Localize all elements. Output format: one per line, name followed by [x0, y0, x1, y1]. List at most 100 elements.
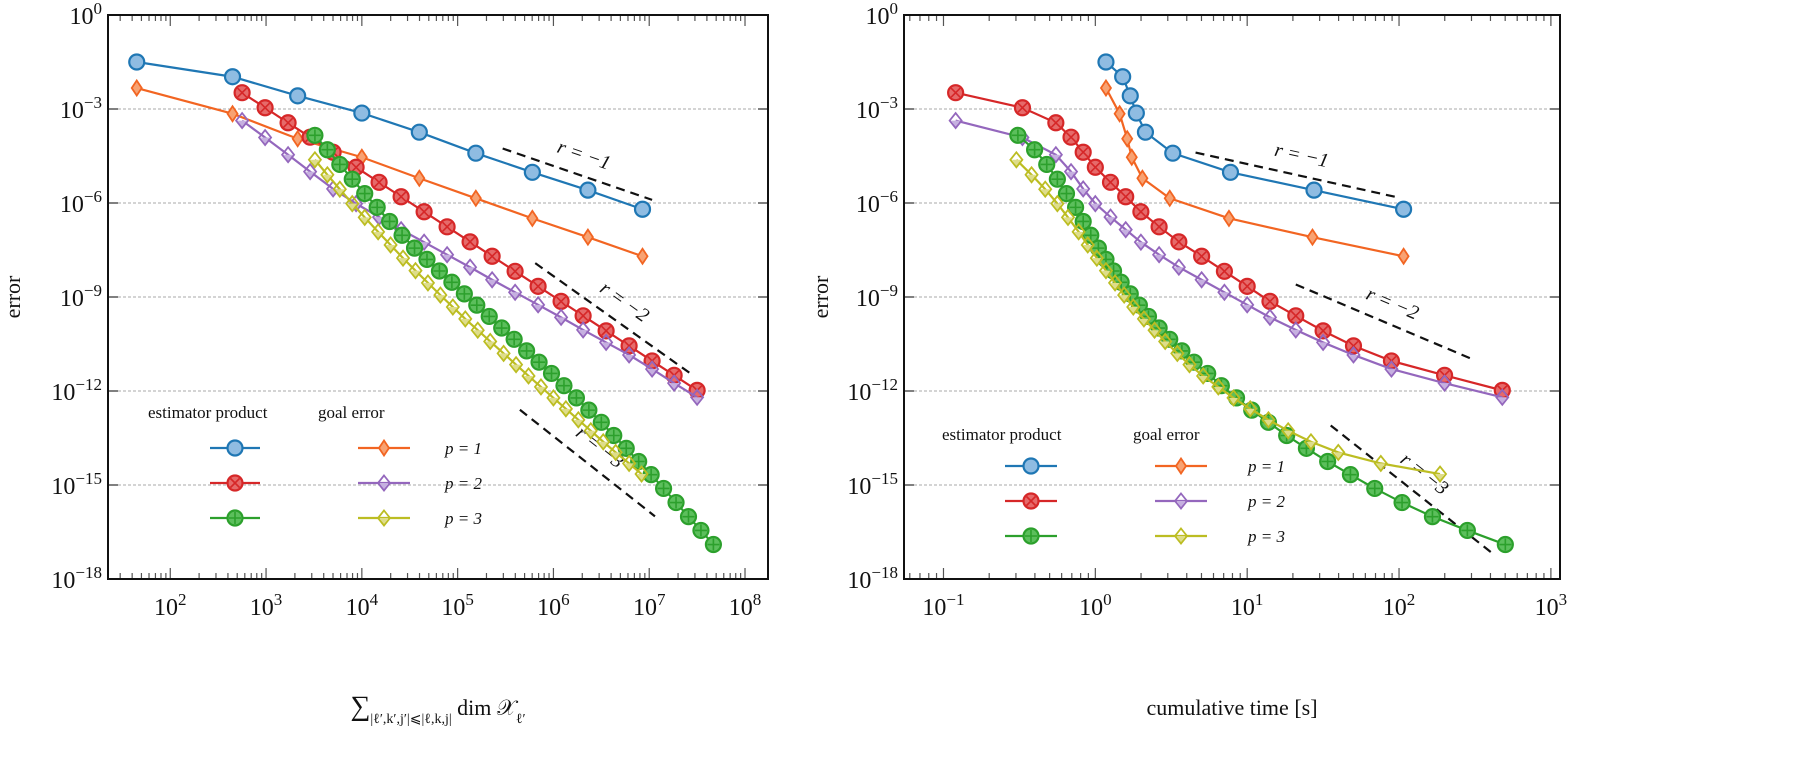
data-point [546, 388, 561, 407]
marker-diamond [1222, 209, 1236, 228]
marker-diamond [332, 180, 347, 199]
marker-diamond-half [410, 270, 420, 278]
data-point [1099, 78, 1113, 98]
marker-plus [1321, 455, 1334, 468]
data-point [433, 286, 448, 305]
marker-cross [1090, 162, 1101, 173]
data-point [1319, 452, 1337, 471]
data-point [1132, 203, 1150, 221]
marker-diamond [1195, 367, 1211, 385]
data-point [1226, 388, 1241, 407]
data-point [1103, 208, 1118, 227]
data-point [458, 309, 473, 328]
data-point [289, 87, 307, 105]
marker-cross [1065, 132, 1077, 143]
marker-cross [465, 236, 476, 247]
marker-diamond-half [1136, 242, 1146, 249]
data-point [395, 249, 411, 268]
marker-cross [601, 325, 612, 336]
data-point [1125, 148, 1138, 167]
data-point [1397, 247, 1410, 266]
marker-diamond [420, 273, 436, 292]
data-point [1164, 144, 1182, 162]
data-point [533, 377, 549, 396]
marker-diamond [496, 344, 511, 363]
marker-plus [396, 229, 409, 242]
marker-cross [1105, 177, 1116, 188]
marker-diamond [376, 509, 392, 527]
marker-plus [1344, 468, 1357, 481]
data-point [596, 432, 611, 451]
marker-diamond-half [1386, 369, 1396, 376]
marker-diamond [383, 236, 398, 254]
marker-cross [351, 162, 362, 173]
marker-diamond [257, 128, 273, 147]
marker-diamond [581, 228, 594, 247]
series-est1 [1097, 53, 1413, 218]
data-point [597, 322, 615, 340]
data-point [356, 185, 374, 203]
data-point [558, 399, 574, 418]
data-point [483, 247, 501, 265]
marker-diamond [1243, 399, 1258, 418]
marker-diamond [291, 129, 304, 148]
data-point [1261, 410, 1276, 429]
marker-diamond-half [578, 329, 588, 337]
marker-diamond-half [373, 231, 383, 239]
data-point [345, 194, 360, 213]
data-point [518, 342, 536, 360]
data-point [257, 128, 273, 147]
data-point [493, 319, 511, 337]
marker-cross [1318, 325, 1329, 336]
marker-diamond [1384, 360, 1399, 379]
marker-diamond [621, 454, 637, 473]
marker-diamond [1170, 344, 1185, 363]
marker-diamond-half [1348, 354, 1358, 362]
y-tick-label: 10−15 [847, 469, 898, 500]
marker-diamond [533, 377, 549, 396]
data-point [620, 337, 638, 355]
marker-plus [707, 538, 720, 551]
marker-diamond-half [573, 419, 583, 427]
marker-diamond [1397, 247, 1410, 266]
data-point [353, 104, 371, 122]
y-tick-label: 10−12 [847, 375, 898, 406]
marker-diamond-half [1497, 397, 1507, 404]
marker-diamond [583, 421, 598, 440]
legend-row: p = 3 [1005, 527, 1285, 546]
marker-diamond [357, 208, 372, 227]
data-point [480, 307, 498, 326]
data-point [948, 111, 963, 130]
data-point [130, 78, 143, 98]
x-tick-label: 104 [346, 590, 379, 621]
data-point [1193, 247, 1211, 265]
legend: estimator product goal error p = 1 p = 2 p =… [148, 403, 482, 528]
y-tick-label: 10−3 [60, 93, 102, 124]
marker-diamond-half [1066, 171, 1076, 179]
marker-circle [579, 181, 597, 199]
data-point [306, 126, 324, 144]
marker-diamond [1173, 527, 1189, 545]
data-point [405, 239, 424, 257]
marker-plus [557, 379, 570, 392]
data-point [1346, 346, 1361, 364]
y-axis-label: error [0, 275, 25, 318]
marker-plus [470, 299, 483, 312]
marker-diamond-half [283, 154, 293, 162]
data-point [1107, 273, 1123, 292]
marker-diamond-half [1174, 267, 1184, 274]
marker-circle [467, 144, 485, 162]
data-point [415, 203, 433, 221]
marker-diamond-half [1119, 295, 1129, 302]
data-point [1238, 277, 1256, 295]
marker-plus [1011, 129, 1024, 142]
marker-diamond-half [379, 483, 389, 490]
marker-diamond-half [1110, 282, 1120, 290]
data-point [484, 270, 500, 289]
legend-row: p = 2 [1005, 492, 1285, 511]
data-point [567, 389, 586, 407]
marker-diamond [1432, 465, 1448, 483]
series-goal3 [1009, 150, 1448, 483]
marker-diamond-half [423, 282, 433, 290]
marker-diamond-half [379, 518, 389, 525]
